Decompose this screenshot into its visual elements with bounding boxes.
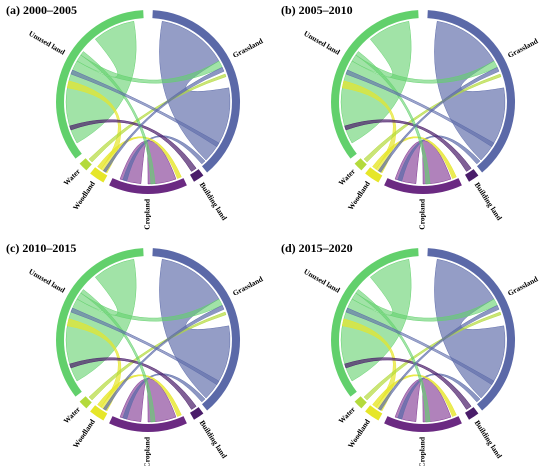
sector-arc	[465, 169, 479, 182]
chord	[340, 258, 412, 382]
panel: (b) 2005–2010 Grassland Building land Cropl…	[281, 3, 540, 230]
sector-label: Building land	[473, 419, 505, 461]
panel-title: (d) 2015–2020	[281, 241, 353, 255]
sector-label: Cropland	[143, 198, 152, 230]
sector-label: Building land	[198, 181, 230, 223]
sector-label: Grassland	[231, 36, 265, 60]
sector-arc	[427, 10, 516, 173]
chord	[340, 20, 412, 144]
panel-title: (b) 2005–2010	[281, 3, 353, 17]
sector-arc	[331, 248, 419, 397]
chord	[377, 66, 500, 173]
sector-label: Unused land	[302, 267, 342, 295]
sector-label: Water	[337, 166, 358, 187]
panel: (d) 2015–2020 Grassland Building land Cropl…	[281, 241, 540, 466]
chord	[80, 51, 156, 185]
sector-arc	[331, 10, 419, 159]
sector-label: Unused land	[302, 29, 342, 57]
sector-arc	[152, 248, 241, 411]
chord	[434, 258, 506, 399]
chord	[394, 378, 452, 423]
sector-label: Grassland	[506, 36, 540, 60]
panel-title: (a) 2000–2005	[6, 3, 77, 17]
sector-arc	[79, 158, 92, 171]
sector-label: Building land	[198, 419, 230, 461]
chord	[159, 258, 231, 399]
chord	[159, 20, 231, 161]
chord	[345, 307, 495, 386]
sector-arc	[56, 248, 144, 397]
sector-label: Cropland	[418, 198, 427, 230]
sector-arc	[354, 396, 367, 409]
sector-label: Woodland	[71, 417, 97, 450]
sector-label: Unused land	[27, 29, 67, 57]
sector-label: Cropland	[143, 436, 152, 466]
sector-arc	[365, 167, 383, 183]
sector-arc	[354, 158, 367, 171]
sector-label: Grassland	[506, 274, 540, 298]
sector-arc	[109, 416, 187, 433]
chord	[97, 374, 182, 417]
sector-arc	[56, 10, 144, 159]
chord	[70, 307, 220, 386]
chord	[122, 135, 206, 182]
chord	[397, 373, 481, 420]
sector-arc	[90, 167, 108, 183]
chord	[434, 20, 506, 161]
chord	[363, 311, 502, 401]
chord	[372, 374, 457, 417]
sector-arc	[79, 396, 92, 409]
chord	[355, 51, 431, 185]
panel: (c) 2010–2015 Grassland Building land Cropl…	[6, 241, 265, 466]
sector-arc	[90, 405, 108, 421]
sector-arc	[109, 178, 187, 195]
chord	[344, 357, 472, 410]
sector-label: Building land	[473, 181, 505, 223]
sector-arc	[190, 169, 204, 182]
sector-label: Woodland	[346, 417, 372, 450]
sector-arc	[427, 248, 516, 411]
chord	[97, 136, 182, 179]
sector-label: Water	[62, 166, 83, 187]
chord	[372, 136, 457, 179]
sector-label: Water	[62, 404, 83, 425]
chord	[377, 304, 500, 411]
chord	[88, 73, 227, 163]
sector-label: Unused land	[27, 267, 67, 295]
sector-label: Grassland	[231, 274, 265, 298]
sector-arc	[384, 416, 462, 433]
chord	[119, 378, 177, 423]
chord	[394, 140, 452, 185]
chord	[355, 289, 431, 423]
chord	[345, 69, 495, 148]
panel: (a) 2000–2005 Grassland Building land Cropl…	[6, 3, 265, 230]
sector-label: Woodland	[71, 179, 97, 212]
chord	[102, 66, 225, 173]
chord	[397, 135, 481, 182]
sector-arc	[152, 10, 241, 173]
chord	[344, 119, 472, 172]
chord	[69, 357, 197, 410]
chord	[122, 373, 206, 420]
sector-label: Cropland	[418, 436, 427, 466]
sector-arc	[384, 178, 462, 195]
chord	[65, 258, 137, 382]
panel-title: (c) 2010–2015	[6, 241, 76, 255]
chord	[80, 289, 156, 423]
chord	[119, 140, 177, 185]
chord	[363, 73, 502, 163]
sector-arc	[365, 405, 383, 421]
sector-label: Woodland	[346, 179, 372, 212]
chord	[69, 119, 197, 172]
chord	[88, 311, 227, 401]
sector-arc	[465, 407, 479, 420]
chord	[70, 69, 220, 148]
chord	[102, 304, 225, 411]
sector-arc	[190, 407, 204, 420]
chord	[65, 20, 137, 144]
sector-label: Water	[337, 404, 358, 425]
